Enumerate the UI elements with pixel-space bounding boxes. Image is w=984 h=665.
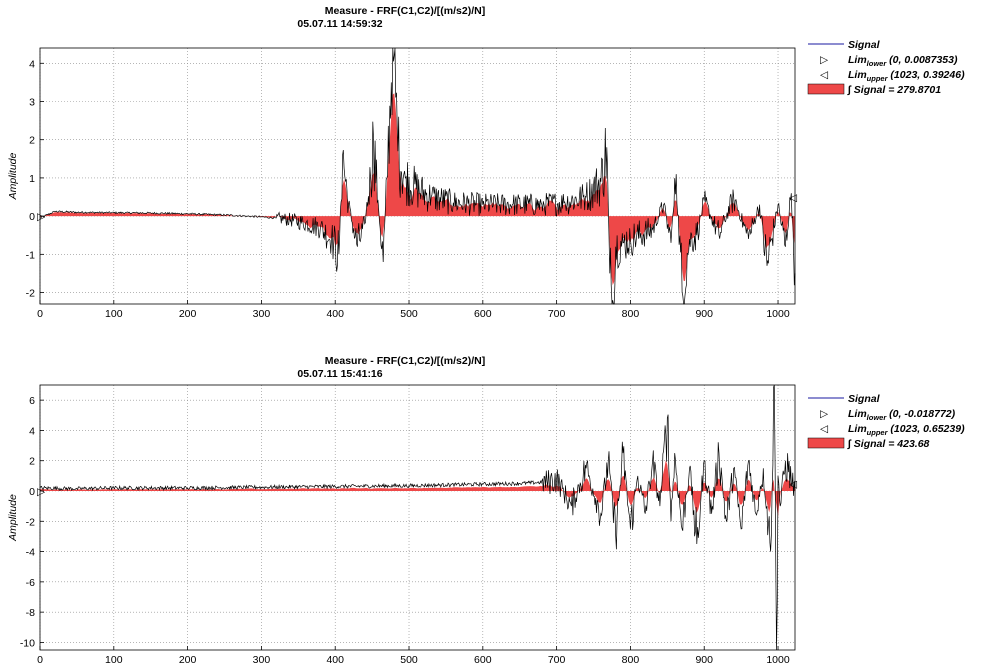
chart-title: Measure - FRF(C1,C2)/[(m/s2)/N] (325, 355, 485, 367)
plot-area (40, 48, 795, 304)
legend-patch-swatch (807, 437, 845, 449)
lim-lower-marker: ▷ (37, 211, 46, 223)
x-tick-label: 400 (326, 654, 344, 665)
x-tick-label: 800 (622, 308, 640, 320)
legend-marker: ◁ (820, 69, 829, 81)
lim-upper-marker: ◁ (789, 192, 798, 204)
y-tick-label: -6 (26, 577, 35, 589)
lim-upper-marker: ◁ (789, 478, 798, 490)
legend-label: Limlower (0, 0.0087353) (848, 54, 958, 68)
y-tick-label: -2 (26, 516, 35, 528)
legend-label: Limupper (1023, 0.65239) (848, 423, 965, 437)
x-tick-label: 800 (622, 654, 640, 665)
y-tick-label: 0 (29, 486, 35, 498)
y-tick-label: -4 (26, 547, 35, 559)
x-tick-label: 200 (179, 308, 197, 320)
x-tick-label: 600 (474, 654, 492, 665)
axes-box (39, 384, 796, 651)
legend-label: Signal (848, 39, 881, 51)
legend-label: ∫ Signal = 423.68 (847, 438, 930, 450)
axes-box (39, 47, 796, 305)
x-tick-label: 400 (326, 308, 344, 320)
y-tick-label: -1 (26, 249, 35, 261)
chart-subtitle: 05.07.11 15:41:16 (297, 368, 382, 380)
x-tick-label: 600 (474, 308, 492, 320)
x-tick-label: 1000 (766, 654, 790, 665)
x-tick-label: 0 (37, 654, 43, 665)
legend: Signal ▷ Limlower (0, -0.018772) ◁ Limupper … (807, 393, 965, 450)
x-tick-label: 200 (179, 654, 197, 665)
chart-panel-2: Measure - FRF(C1,C2)/[(m/s2)/N]05.07.11 … (7, 355, 965, 665)
x-tick-label: 100 (105, 654, 123, 665)
y-axis-label: Amplitude (7, 494, 19, 542)
legend-label: ∫ Signal = 279.8701 (847, 84, 941, 96)
legend-label: Limupper (1023, 0.39246) (848, 69, 965, 83)
y-axis-label: Amplitude (7, 153, 19, 201)
chart-title: Measure - FRF(C1,C2)/[(m/s2)/N] (325, 5, 485, 17)
integral-area (40, 460, 795, 518)
plot-area (40, 385, 795, 650)
x-tick-label: 500 (400, 654, 418, 665)
legend-label: Limlower (0, -0.018772) (848, 408, 956, 422)
y-tick-label: 6 (29, 395, 35, 407)
lim-lower-marker: ▷ (37, 486, 46, 498)
signal-line (39, 384, 796, 651)
chart-panel-1: Measure - FRF(C1,C2)/[(m/s2)/N]05.07.11 … (7, 5, 965, 320)
legend-marker: ▷ (820, 54, 829, 66)
x-tick-label: 700 (548, 308, 566, 320)
x-tick-label: 500 (400, 308, 418, 320)
chart-subtitle: 05.07.11 14:59:32 (297, 18, 382, 30)
y-tick-label: 1 (29, 173, 35, 185)
y-tick-label: 4 (29, 58, 35, 70)
y-tick-label: -2 (26, 288, 35, 300)
y-tick-label: 4 (29, 425, 35, 437)
y-tick-label: 2 (29, 456, 35, 468)
y-tick-label: -8 (26, 607, 35, 619)
x-tick-label: 300 (253, 308, 271, 320)
y-tick-label: -10 (20, 637, 35, 649)
x-tick-label: 300 (253, 654, 271, 665)
y-tick-label: 0 (29, 211, 35, 223)
x-tick-label: 700 (548, 654, 566, 665)
legend-label: Signal (848, 393, 881, 405)
legend-marker: ▷ (820, 408, 829, 420)
x-tick-label: 900 (695, 654, 713, 665)
x-tick-label: 100 (105, 308, 123, 320)
legend: Signal ▷ Limlower (0, 0.0087353) ◁ Limupper … (807, 39, 965, 96)
legend-marker: ◁ (820, 423, 829, 435)
signal-line (39, 47, 796, 305)
x-tick-label: 900 (695, 308, 713, 320)
legend-patch-swatch (807, 83, 845, 95)
x-tick-label: 1000 (766, 308, 790, 320)
x-tick-label: 0 (37, 308, 43, 320)
y-tick-label: 3 (29, 96, 35, 108)
y-tick-label: 2 (29, 135, 35, 147)
